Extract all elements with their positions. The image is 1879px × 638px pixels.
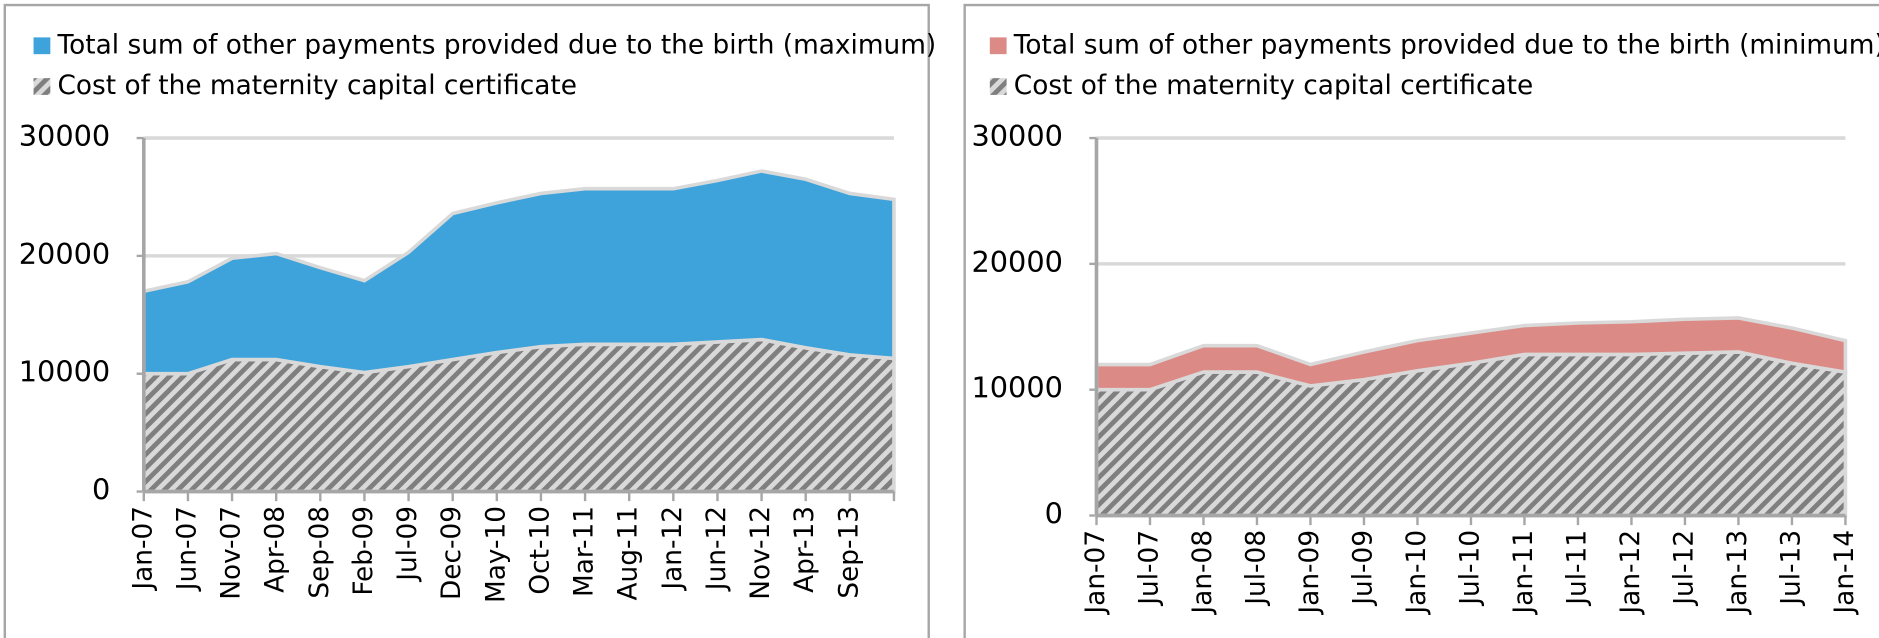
panel-frame [3,3,930,638]
x-tick-label: Jun-12 [702,506,732,592]
x-tick-label: May-10 [481,506,511,603]
legend-label: Total sum of other payments provided due… [1013,30,1879,60]
x-tick-label: Sep-13 [834,506,864,599]
y-tick-label: 0 [1045,497,1063,531]
area [1094,316,1848,392]
x-tick-label: Jul-11 [1562,530,1592,607]
y-tick-label: 10000 [19,355,110,389]
x-tick-label: Jan-07 [1081,530,1111,616]
legend-swatch [989,37,1007,55]
x-tick-label: Feb-09 [349,506,379,596]
x-tick-label: Jun-07 [172,506,202,592]
x-tick-label: Jul-09 [1348,530,1378,607]
x-tick-label: Aug-11 [614,506,644,601]
legend-swatch [989,78,1007,95]
y-tick-label: 0 [92,473,110,507]
x-tick-label: Jul-10 [1455,530,1485,607]
x-tick-label: Mar-11 [570,506,600,597]
x-tick-label: Jul-08 [1241,530,1271,607]
y-tick-label: 30000 [19,119,110,153]
x-tick-label: Jul-09 [393,506,423,583]
x-tick-label: Jan-09 [1295,530,1325,616]
area [142,337,896,494]
x-tick-label: Nov-07 [217,506,247,600]
legend-label: Cost of the maternity capital certificat… [1014,71,1533,101]
panel-frame [963,3,1879,638]
x-tick-label: Apr-13 [790,506,820,593]
legend-label: Cost of the maternity capital certificat… [58,71,577,101]
x-tick-label: Oct-10 [525,506,555,595]
y-tick-label: 20000 [971,245,1062,279]
x-tick-label: Nov-12 [746,506,776,600]
area [142,169,896,376]
x-tick-label: Apr-08 [261,506,291,593]
legend-label: Total sum of other payments provided due… [57,30,937,60]
x-tick-label: Jan-12 [658,506,688,592]
x-tick-label: Jan-14 [1830,530,1860,616]
x-tick-label: Sep-08 [305,506,335,599]
y-tick-label: 20000 [19,237,110,271]
x-tick-label: Jan-07 [128,506,158,592]
y-tick-label: 30000 [971,119,1062,153]
legend-swatch [33,37,51,55]
x-tick-label: Jan-13 [1723,530,1753,616]
legend-swatch [33,78,51,95]
x-tick-label: Jul-07 [1134,530,1164,607]
x-tick-label: Dec-09 [437,506,467,600]
x-tick-label: Jul-12 [1669,530,1699,607]
x-tick-label: Jan-08 [1188,530,1218,616]
x-tick-label: Jan-10 [1402,530,1432,616]
area [1094,350,1848,518]
x-tick-label: Jan-11 [1509,530,1539,616]
x-tick-label: Jul-13 [1776,530,1806,607]
x-tick-label: Jan-12 [1616,530,1646,616]
y-tick-label: 10000 [971,371,1062,405]
